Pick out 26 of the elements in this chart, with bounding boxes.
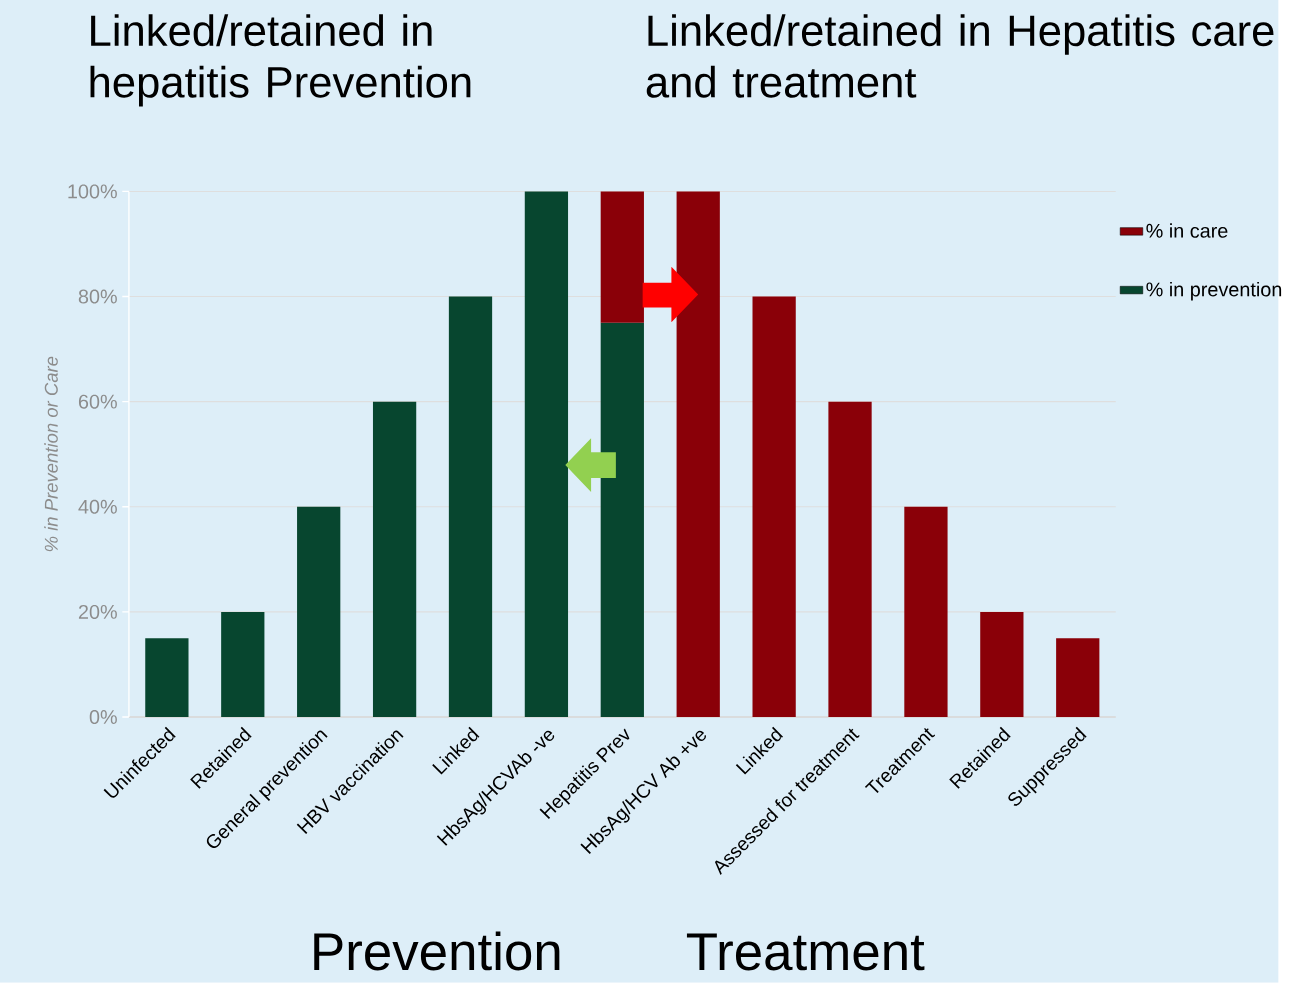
legend-label: % in care bbox=[1146, 223, 1228, 238]
y-tick-label: 0% bbox=[89, 710, 117, 725]
text: Linked/retained in hepatitis Prevention bbox=[90, 14, 471, 107]
bar bbox=[904, 506, 948, 718]
legend-label: % in prevention bbox=[1146, 282, 1282, 301]
y-axis-title: % in Prevention or Care bbox=[44, 356, 58, 552]
bar bbox=[448, 296, 493, 718]
bar bbox=[145, 638, 189, 718]
bar bbox=[297, 506, 341, 718]
bar bbox=[828, 401, 872, 718]
y-tick-label: 20% bbox=[78, 604, 117, 620]
text: Prevention bbox=[314, 931, 560, 971]
y-tick-label: 40% bbox=[78, 499, 117, 514]
y-tick-label: 100% bbox=[68, 184, 117, 199]
bar bbox=[600, 322, 644, 718]
bar bbox=[372, 401, 417, 718]
text: Linked/retained in Hepatitis care and treatment bbox=[646, 14, 1274, 98]
y-tick-label: 60% bbox=[78, 394, 117, 409]
bar bbox=[980, 612, 1024, 718]
bar bbox=[1056, 638, 1100, 718]
y-tick-label: 80% bbox=[78, 289, 117, 304]
bar bbox=[752, 296, 796, 718]
text: Treatment bbox=[686, 933, 925, 971]
bar bbox=[600, 191, 644, 323]
bar bbox=[221, 612, 265, 718]
bar bbox=[524, 191, 569, 718]
